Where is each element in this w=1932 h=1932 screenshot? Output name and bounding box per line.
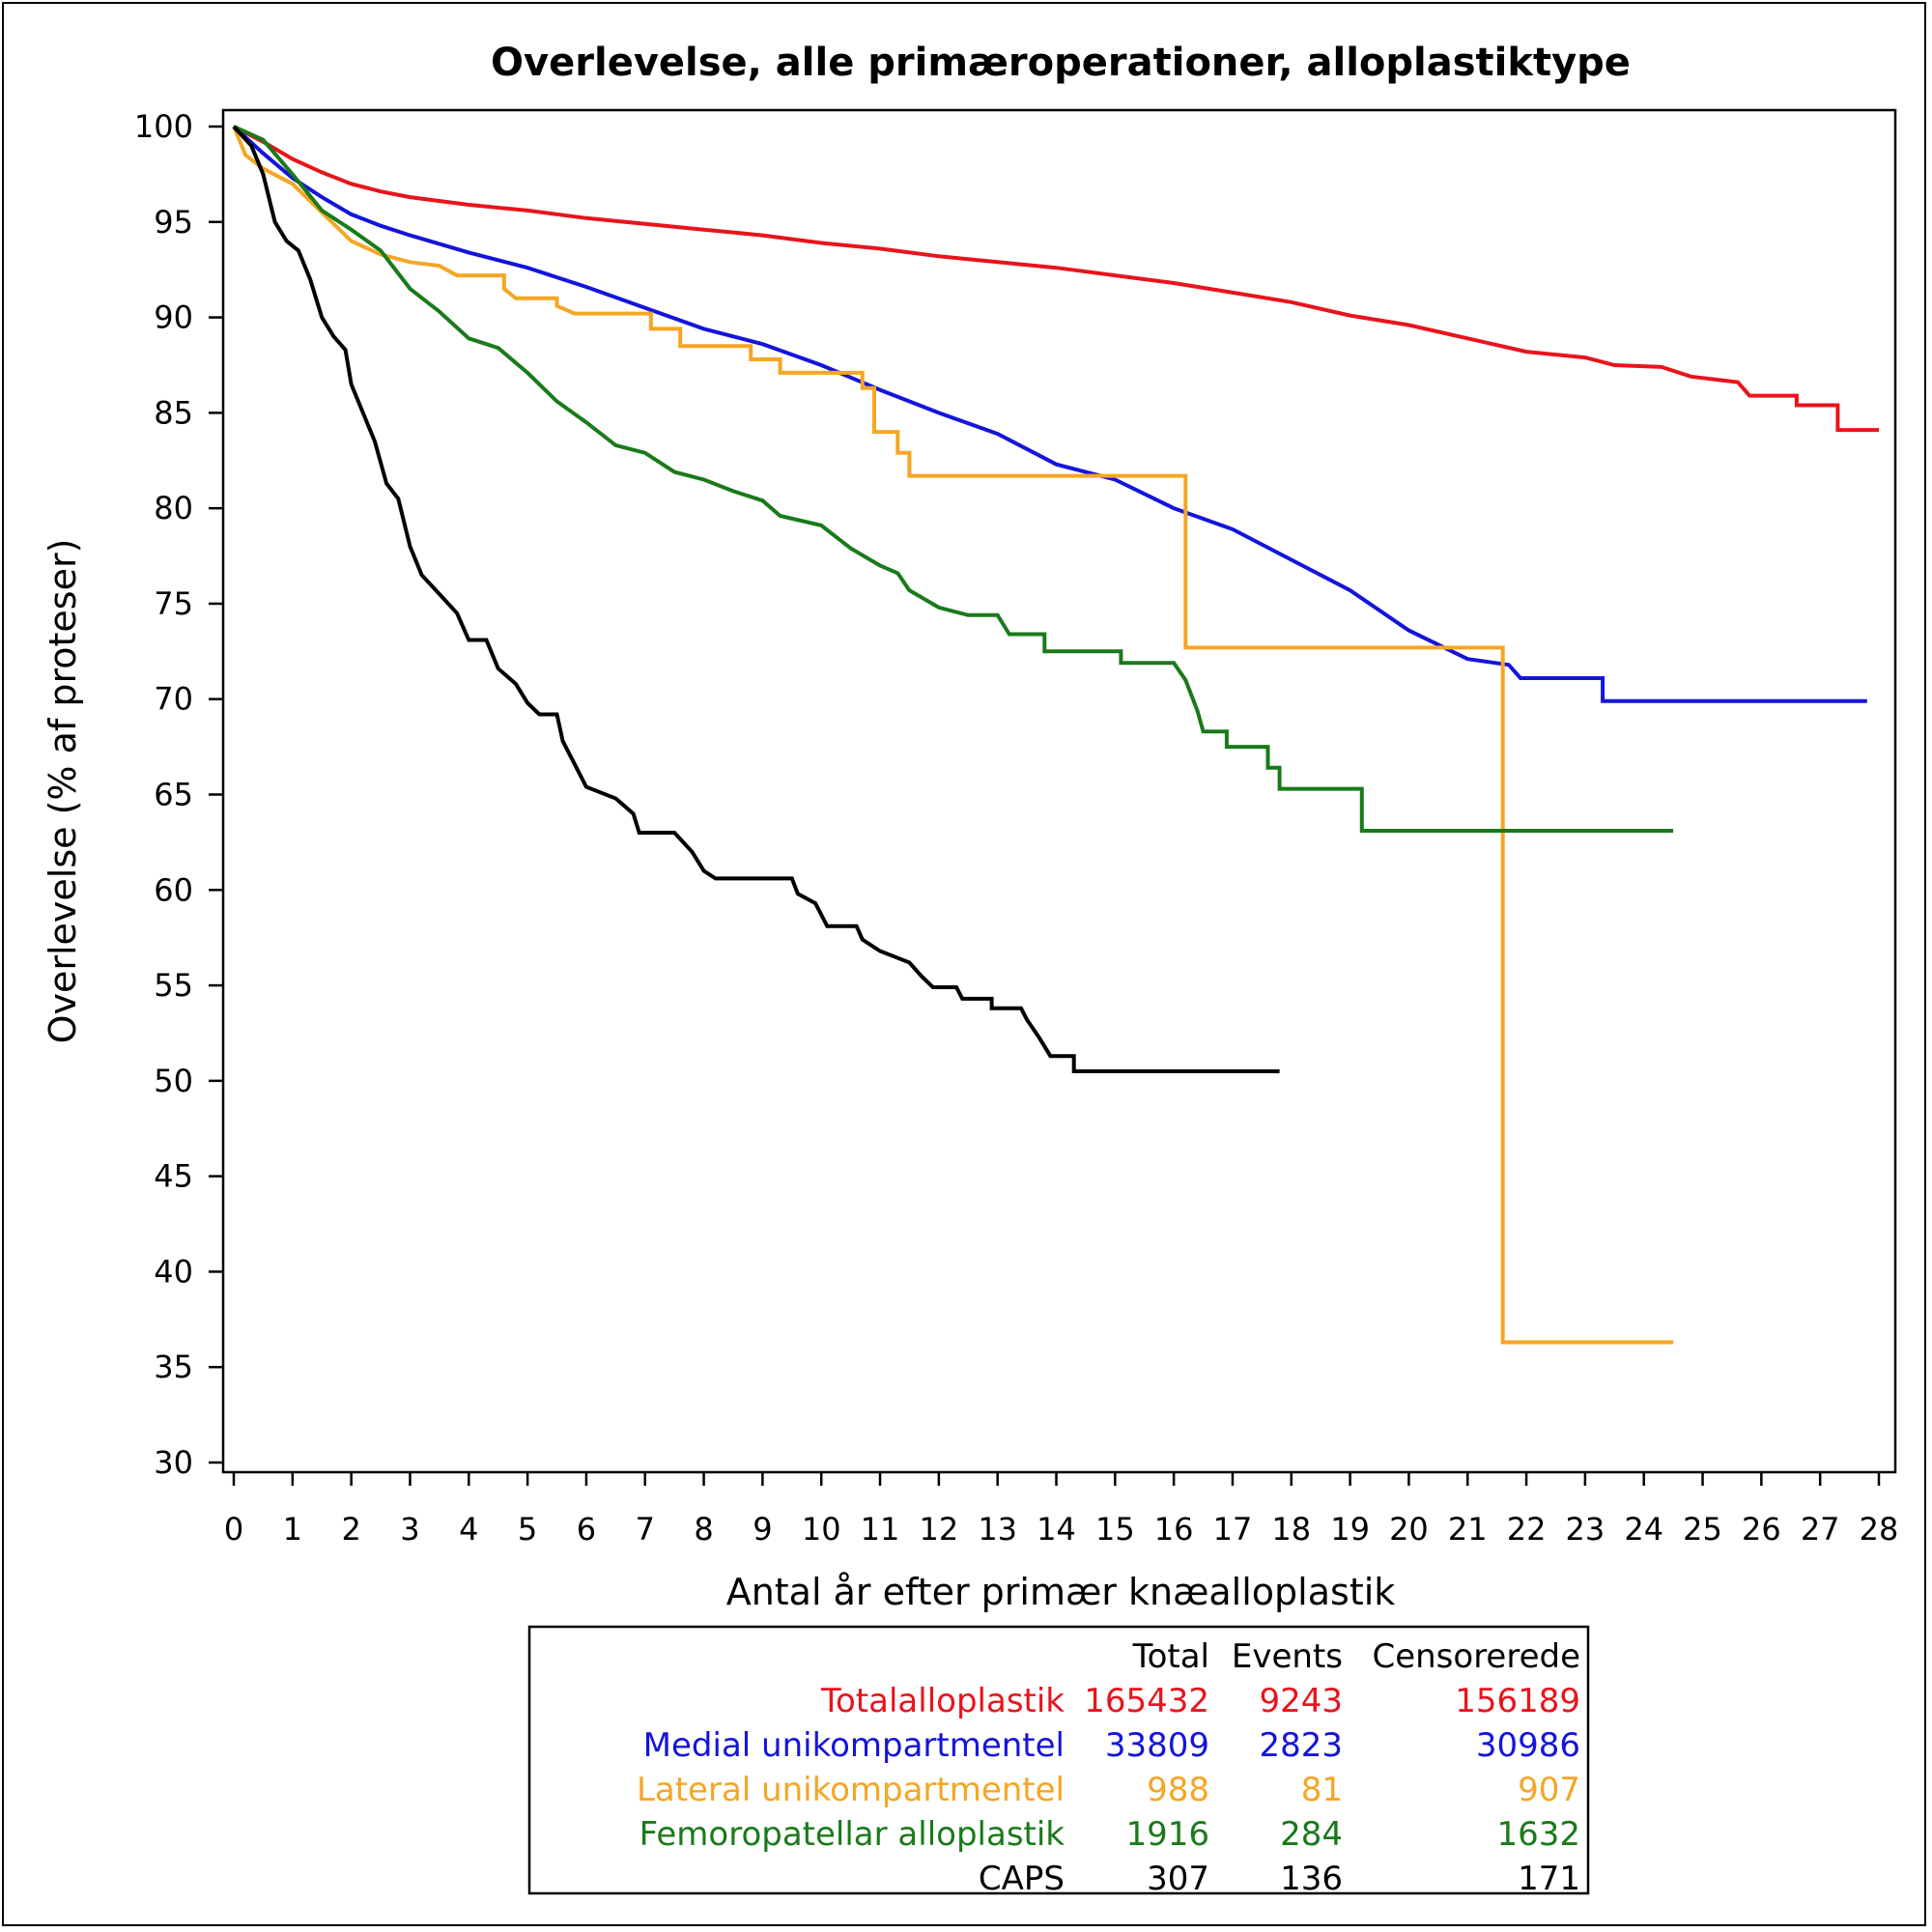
series-line-5 [232, 125, 1280, 1073]
legend-series-name: Medial unikompartmentel [643, 1726, 1065, 1765]
chart-title: Overlevelse, alle primæroperationer, all… [491, 41, 1631, 85]
x-tick-label: 15 [1095, 1511, 1135, 1548]
legend-header: Events [1232, 1637, 1343, 1676]
legend-header: Censorerede [1372, 1637, 1580, 1676]
y-tick-label: 30 [154, 1444, 193, 1481]
x-tick-label: 2 [341, 1511, 360, 1548]
series-layer [232, 125, 1879, 1345]
x-tick-label: 13 [978, 1511, 1017, 1548]
x-tick-label: 25 [1683, 1511, 1722, 1548]
x-tick-label: 8 [694, 1511, 713, 1548]
y-tick-label: 50 [154, 1063, 193, 1099]
legend-total: 1916 [1125, 1815, 1209, 1854]
legend-header: Total [1132, 1637, 1209, 1676]
legend-total: 33809 [1105, 1726, 1209, 1765]
y-tick-label: 90 [154, 299, 193, 336]
x-tick-label: 27 [1801, 1511, 1840, 1548]
y-tick-label: 55 [154, 967, 193, 1004]
x-tick-label: 17 [1213, 1511, 1253, 1548]
x-tick-label: 3 [400, 1511, 419, 1548]
y-tick-label: 65 [154, 777, 193, 813]
x-tick-label: 21 [1448, 1511, 1488, 1548]
legend-series-name: Lateral unikompartmentel [637, 1771, 1065, 1809]
legend-events: 81 [1301, 1771, 1343, 1809]
y-tick-label: 60 [154, 871, 193, 908]
legend-series-name: Totalalloplastik [820, 1682, 1065, 1720]
y-tick-label: 75 [154, 585, 193, 622]
x-tick-label: 4 [459, 1511, 478, 1548]
x-tick-label: 1 [283, 1511, 302, 1548]
survival-chart: Overlevelse, alle primæroperationer, all… [42, 41, 1899, 1898]
y-tick-label: 80 [154, 490, 193, 526]
x-tick-label: 5 [518, 1511, 537, 1548]
y-tick-label: 35 [154, 1349, 193, 1385]
x-tick-label: 20 [1389, 1511, 1429, 1548]
x-axis: 0 1 2 3 4 5 6 7 8 9 10 11 12 13 14 15 16 17 18 19 20 21 22 23 24… [224, 1472, 1899, 1548]
x-tick-label: 12 [919, 1511, 958, 1548]
legend-total: 165432 [1084, 1682, 1209, 1720]
plot-area [221, 108, 1897, 1474]
x-tick-label: 18 [1271, 1511, 1311, 1548]
legend-events: 284 [1280, 1815, 1343, 1854]
legend-total: 307 [1147, 1860, 1209, 1898]
x-tick-label: 16 [1154, 1511, 1194, 1548]
x-tick-label: 24 [1624, 1511, 1663, 1548]
x-tick-label: 26 [1742, 1511, 1781, 1548]
legend-events: 9243 [1259, 1682, 1343, 1720]
y-tick-label: 100 [134, 108, 193, 145]
legend-box [527, 1625, 1590, 1895]
legend-censored: 171 [1518, 1860, 1580, 1898]
legend-total: 988 [1147, 1771, 1209, 1809]
x-tick-label: 0 [224, 1511, 243, 1548]
legend: Total Events Censorerede Totalalloplastik 16… [527, 1625, 1590, 1898]
x-tick-label: 28 [1860, 1511, 1899, 1548]
y-tick-label: 85 [154, 394, 193, 431]
series-line-2 [232, 125, 1867, 703]
x-tick-label: 23 [1566, 1511, 1605, 1548]
x-tick-label: 11 [861, 1511, 900, 1548]
series-line-4 [233, 125, 1674, 833]
series-line-1 [233, 125, 1879, 433]
x-tick-label: 9 [753, 1511, 772, 1548]
y-tick-label: 45 [154, 1158, 193, 1195]
y-tick-label: 70 [154, 681, 193, 718]
legend-censored: 156189 [1455, 1682, 1580, 1720]
x-tick-label: 10 [802, 1511, 841, 1548]
y-axis-label: Overlevelse (% af proteser) [42, 539, 84, 1044]
x-tick-label: 7 [636, 1511, 655, 1548]
legend-series-name: CAPS [979, 1860, 1065, 1898]
x-tick-label: 6 [577, 1511, 596, 1548]
y-axis: 30 35 40 45 50 55 60 65 70 75 80 85 90 95 100 [134, 108, 223, 1481]
x-tick-label: 14 [1037, 1511, 1076, 1548]
x-tick-label: 22 [1507, 1511, 1547, 1548]
y-tick-label: 40 [154, 1253, 193, 1290]
series-line-3 [232, 126, 1674, 1345]
legend-events: 2823 [1259, 1726, 1343, 1765]
x-axis-label: Antal år efter primær knæalloplastik [726, 1571, 1396, 1613]
y-tick-label: 95 [154, 204, 193, 241]
legend-censored: 30986 [1476, 1726, 1580, 1765]
legend-censored: 907 [1518, 1771, 1580, 1809]
legend-censored: 1632 [1496, 1815, 1580, 1854]
legend-events: 136 [1280, 1860, 1343, 1898]
legend-series-name: Femoropatellar alloplastik [639, 1815, 1065, 1854]
x-tick-label: 19 [1330, 1511, 1370, 1548]
